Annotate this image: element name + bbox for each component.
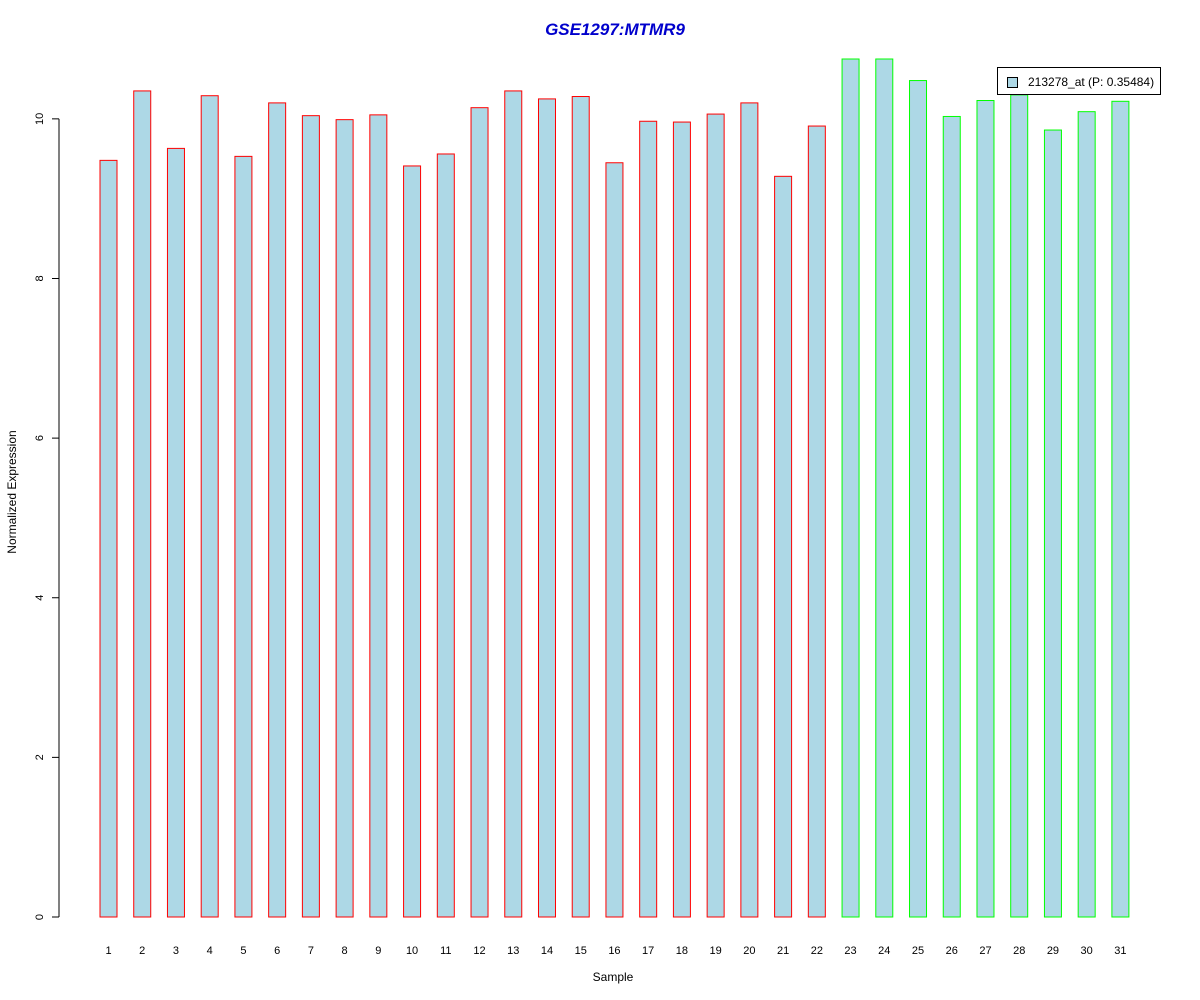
bar [706, 113, 725, 918]
bar [807, 125, 826, 918]
x-tick-label: 13 [507, 945, 519, 957]
x-tick-label: 23 [844, 945, 856, 957]
bar [200, 95, 219, 918]
bar [740, 102, 759, 918]
bar [335, 119, 354, 918]
x-tick-label: 28 [1013, 945, 1025, 957]
bar [268, 102, 287, 918]
bar [537, 98, 556, 918]
bar [99, 159, 118, 918]
bar [369, 114, 388, 918]
y-axis-label: Normalized Expression [5, 430, 19, 554]
bar [875, 58, 894, 918]
x-tick-label: 24 [878, 945, 890, 957]
x-tick-label: 17 [642, 945, 654, 957]
bar [133, 90, 152, 918]
x-tick-label: 8 [342, 945, 348, 957]
x-tick-label: 25 [912, 945, 924, 957]
bar [841, 58, 860, 918]
legend-label: 213278_at (P: 0.35484) [1028, 75, 1155, 89]
legend: 213278_at (P: 0.35484) [997, 67, 1161, 95]
y-tick-label: 8 [34, 275, 46, 281]
bar [1111, 100, 1130, 918]
bar [774, 175, 793, 918]
x-tick-label: 6 [274, 945, 280, 957]
bar [301, 115, 320, 918]
x-tick-label: 1 [105, 945, 111, 957]
x-tick-label: 16 [608, 945, 620, 957]
x-tick-labels: 1 2 3 4 5 6 7 8 9 10 11 12 13 14 15 16 17 18 19 20 21 22 23 24 2… [105, 945, 1126, 957]
bar [942, 115, 961, 918]
x-tick-label: 4 [207, 945, 213, 957]
x-tick-label: 15 [575, 945, 587, 957]
x-tick-label: 10 [406, 945, 418, 957]
x-tick-label: 3 [173, 945, 179, 957]
x-axis-label: Sample [592, 970, 634, 984]
x-tick-label: 11 [440, 945, 451, 957]
bar [1077, 111, 1096, 918]
bar [436, 153, 455, 918]
y-tick-label: 4 [34, 595, 46, 601]
y-tick-label: 0 [34, 914, 46, 920]
x-tick-label: 18 [676, 945, 688, 957]
chart-title: GSE1297:MTMR9 [545, 20, 685, 39]
bar [1010, 94, 1029, 918]
x-tick-label: 30 [1081, 945, 1093, 957]
x-tick-label: 27 [979, 945, 991, 957]
x-tick-label: 31 [1114, 945, 1126, 957]
x-tick-label: 9 [375, 945, 381, 957]
bar [470, 107, 489, 918]
y-tick-label: 10 [34, 113, 46, 125]
bar [639, 120, 658, 918]
y-tick-label: 6 [34, 435, 46, 441]
x-tick-label: 19 [710, 945, 722, 957]
legend-swatch [1007, 77, 1018, 88]
bars [99, 58, 1130, 918]
x-tick-label: 29 [1047, 945, 1059, 957]
bar [909, 80, 928, 918]
bar [976, 100, 995, 918]
x-tick-label: 12 [473, 945, 485, 957]
x-tick-label: 26 [946, 945, 958, 957]
bar [672, 121, 691, 918]
bar [1043, 129, 1062, 918]
x-tick-label: 5 [240, 945, 246, 957]
x-tick-label: 14 [541, 945, 553, 957]
y-axis: 0 2 4 6 8 10 [34, 113, 60, 920]
x-tick-label: 20 [743, 945, 755, 957]
x-tick-label: 22 [811, 945, 823, 957]
bar [504, 90, 523, 918]
bar [166, 147, 185, 918]
bar [234, 155, 253, 918]
bar [571, 96, 590, 918]
x-tick-label: 21 [777, 945, 789, 957]
bar [605, 162, 624, 918]
x-tick-label: 2 [139, 945, 145, 957]
y-tick-label: 2 [34, 754, 46, 760]
x-tick-label: 7 [308, 945, 314, 957]
bar [403, 165, 422, 918]
